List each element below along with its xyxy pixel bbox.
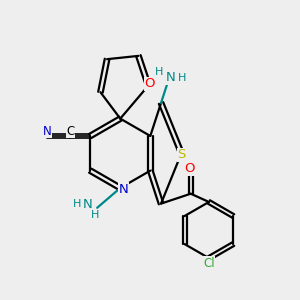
Text: H: H [155, 67, 164, 77]
Text: H: H [73, 200, 82, 209]
Text: N: N [166, 71, 175, 84]
Text: H: H [178, 73, 186, 83]
Text: N: N [119, 183, 128, 196]
Text: S: S [177, 148, 186, 161]
Text: N: N [43, 124, 52, 137]
Text: H: H [91, 210, 100, 220]
Text: N: N [82, 198, 92, 211]
Text: O: O [145, 77, 155, 91]
Text: C: C [66, 124, 75, 137]
Text: Cl: Cl [203, 256, 215, 270]
Text: O: O [184, 162, 194, 176]
